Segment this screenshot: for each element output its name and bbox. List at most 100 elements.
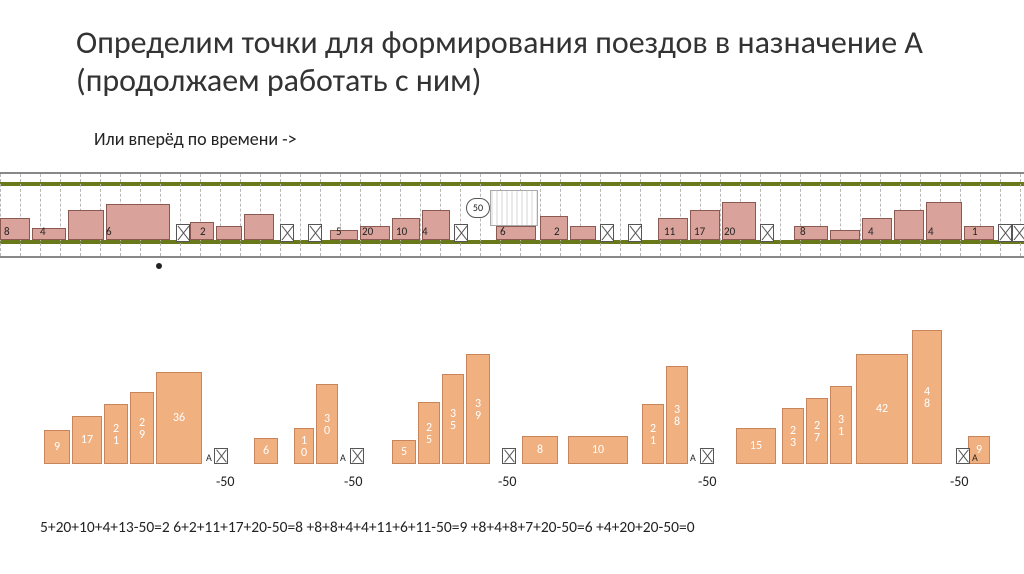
chart-bar-value: 23 (786, 424, 800, 448)
strip-label: 6 (106, 225, 112, 238)
strip-xmark (280, 224, 294, 242)
strip-xmark (760, 224, 774, 242)
a-marker: А (206, 451, 212, 464)
strip-xmark (308, 224, 322, 242)
strip-label: 8 (800, 225, 806, 238)
strip-label: 2 (200, 225, 206, 238)
strip-label: 1 (972, 225, 978, 238)
a-marker: А (972, 451, 978, 464)
strip-bar (106, 204, 170, 240)
strip-olive-line (0, 240, 1024, 244)
strip-label: 2 (554, 225, 560, 238)
chart-bar: 31 (830, 386, 852, 464)
chart-bar-value: 48 (920, 385, 934, 409)
chart-bar-value: 27 (810, 419, 824, 443)
strip-bar (216, 226, 242, 240)
a-marker: А (340, 451, 346, 464)
chart-bar-value: 29 (135, 416, 149, 440)
strip-label: 5 (336, 225, 342, 238)
chart-bar-value: 30 (320, 412, 334, 436)
minus-50-label: -50 (216, 473, 234, 490)
slide-title: Определим точки для формирования поездов… (76, 24, 956, 101)
chart-bar-value: 17 (81, 433, 93, 447)
strip-bar (862, 218, 892, 240)
chart-bar: 9 (44, 430, 70, 464)
chart-bar: 6 (254, 438, 278, 464)
chart-bar-value: 9 (54, 440, 60, 454)
chart-bar: 10 (294, 428, 314, 464)
strip-xmark (176, 224, 190, 242)
subtitle: Или вперёд по времени -> (76, 128, 297, 150)
strip-xmark (600, 224, 614, 242)
strip-circle: 50 (466, 198, 490, 218)
bullet-dot (156, 263, 162, 269)
chart-bar: 48 (912, 330, 942, 464)
chart-bar-value: 36 (173, 411, 185, 425)
strip-label: 17 (694, 225, 705, 238)
strip-label: 11 (664, 225, 675, 238)
strip-xmark (628, 224, 642, 242)
strip-label: 20 (362, 225, 373, 238)
strip-bar (894, 210, 924, 240)
strip-label: 4 (928, 225, 934, 238)
chart-bar: 5 (392, 440, 416, 464)
strip-bar (68, 210, 104, 240)
strip-bar (964, 226, 994, 240)
chart-bar: 29 (130, 392, 154, 464)
strip-bar (830, 230, 860, 240)
minus-50-label: -50 (698, 473, 716, 490)
chart-xmark (502, 448, 516, 464)
strip-label: 6 (500, 225, 506, 238)
chart-bar: 35 (442, 374, 464, 464)
chart-xmark (214, 448, 228, 464)
chart-bar: 38 (666, 366, 688, 464)
chart-bar: 15 (736, 428, 776, 464)
chart-bar-value: 5 (401, 445, 407, 459)
strip-xmark (454, 224, 468, 242)
chart-bar: 17 (72, 416, 102, 464)
chart-bar-value: 10 (297, 434, 311, 458)
chart-bar: 21 (642, 404, 664, 464)
chart-bar: 23 (782, 408, 804, 464)
strip-olive-line (0, 182, 1024, 186)
strip-xmark (1012, 224, 1024, 242)
strip-xmark (998, 224, 1012, 242)
strip-border-top (0, 172, 1024, 174)
bar-chart-row: 9 17 21 29 36 А -50 6 10 30 А -50 5 25 35 39 -50 8 10 21 38 А… (44, 290, 1004, 490)
strip-label: 8 (4, 225, 10, 238)
minus-50-label: -50 (498, 473, 516, 490)
chart-bar: 10 (568, 436, 628, 464)
chart-xmark (700, 448, 714, 464)
subtitle-text: Или вперёд по времени -> (94, 128, 297, 150)
strip-hatch (490, 190, 538, 226)
chart-bar-value: 39 (471, 397, 485, 421)
strip-label: 4 (868, 225, 874, 238)
chart-bar-value: 42 (876, 402, 888, 416)
strip-bar (330, 230, 358, 240)
minus-50-label: -50 (344, 473, 362, 490)
chart-bar: 21 (104, 404, 128, 464)
chart-bar-value: 10 (592, 443, 604, 457)
chart-bar-value: 25 (422, 421, 436, 445)
chart-bar: 36 (156, 372, 202, 464)
strip-bar (32, 228, 66, 240)
strip-label: 10 (396, 225, 407, 238)
strip-label: 4 (422, 225, 428, 238)
chart-bar-value: 8 (537, 443, 543, 457)
equation-line: 5+20+10+4+13-50=2 6+2+11+17+20-50=8 +8+8… (40, 518, 695, 537)
chart-bar: 27 (806, 398, 828, 464)
strip-bar (570, 226, 596, 240)
strip-label: 4 (40, 225, 46, 238)
chart-xmark (350, 448, 364, 464)
strip-bar (244, 214, 274, 240)
chart-bar-value: 35 (446, 407, 460, 431)
chart-bar-value: 38 (670, 403, 684, 427)
strip-border-bottom (0, 256, 1024, 258)
chart-xmark (956, 448, 970, 464)
chart-bar: 30 (316, 384, 338, 464)
chart-bar-value: 31 (834, 413, 848, 437)
chart-bar-value: 15 (750, 439, 762, 453)
strip-label: 20 (724, 225, 735, 238)
chart-bar-value: 21 (109, 422, 123, 446)
chart-bar-value: 21 (646, 422, 660, 446)
